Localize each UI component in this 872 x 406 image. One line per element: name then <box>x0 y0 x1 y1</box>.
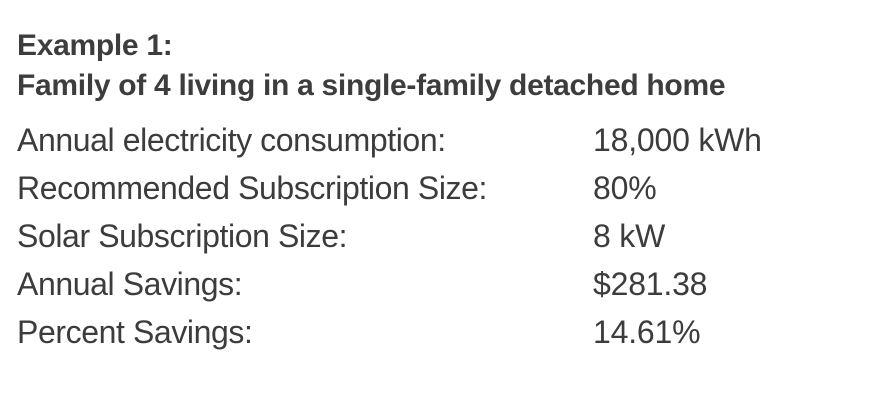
detail-label: Annual Savings: <box>17 265 243 302</box>
detail-row-annual-savings: Annual Savings: $281.38 <box>17 260 852 308</box>
detail-value: 8 kW <box>593 217 666 254</box>
detail-value: 80% <box>593 169 657 206</box>
detail-label: Recommended Subscription Size: <box>17 169 488 206</box>
detail-value: 14.61% <box>593 313 701 350</box>
detail-row-annual-consumption: Annual electricity consumption: 18,000 k… <box>17 116 852 164</box>
details-table: Annual electricity consumption: 18,000 k… <box>17 116 852 356</box>
detail-label: Annual electricity consumption: <box>17 121 446 158</box>
example-card: Example 1: Family of 4 living in a singl… <box>17 26 852 356</box>
detail-value: 18,000 kWh <box>593 121 762 158</box>
example-subtitle: Family of 4 living in a single-family de… <box>17 69 726 102</box>
detail-row-recommended-subscription: Recommended Subscription Size: 80% <box>17 164 852 212</box>
detail-value: $281.38 <box>593 265 708 302</box>
detail-row-percent-savings: Percent Savings: 14.61% <box>17 308 852 356</box>
detail-label: Percent Savings: <box>17 313 253 350</box>
detail-label: Solar Subscription Size: <box>17 217 348 254</box>
example-title: Example 1: <box>17 29 173 62</box>
detail-row-solar-subscription: Solar Subscription Size: 8 kW <box>17 212 852 260</box>
